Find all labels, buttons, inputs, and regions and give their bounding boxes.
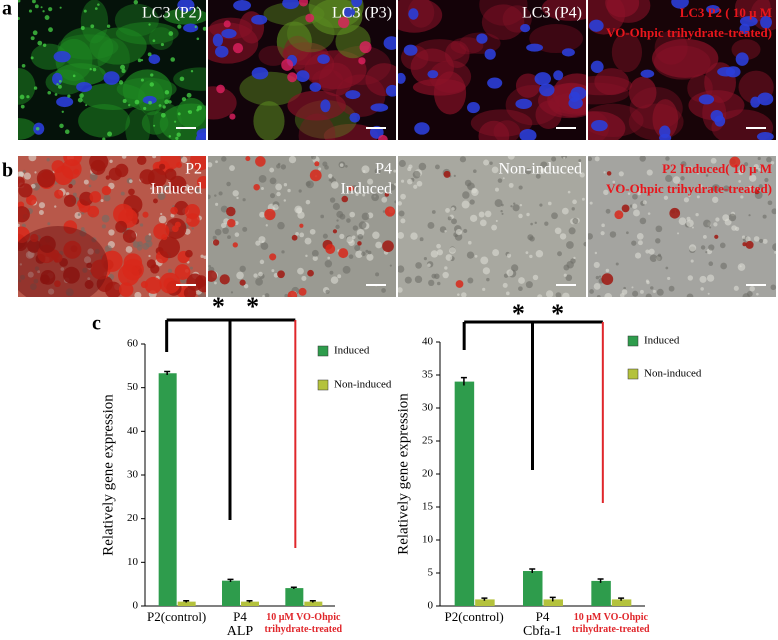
y-tick-label: 25 [422, 435, 434, 447]
image-caption: Non-induced [498, 161, 582, 178]
image-caption: P2 [185, 161, 202, 178]
error-bar [618, 597, 625, 601]
legend-swatch [627, 368, 639, 380]
legend-label: Non-induced [644, 368, 702, 380]
micrograph [18, 0, 206, 140]
error-bar [460, 376, 467, 386]
image-caption: Induced [150, 181, 202, 198]
micrograph [588, 0, 776, 140]
x-axis-label: ALP [227, 624, 254, 639]
x-tick-label: P2(control) [445, 609, 504, 624]
bar [591, 580, 611, 606]
y-axis-label: Relatively gene expression [100, 394, 116, 556]
legend-label: Non-induced [334, 379, 392, 391]
x-tick-label: P2(control) [147, 609, 206, 624]
error-bar [529, 568, 536, 573]
y-tick-label: 10 [127, 556, 139, 568]
error-bar [309, 600, 316, 603]
bar [523, 571, 543, 606]
y-tick-label: 20 [422, 468, 434, 480]
bar [177, 601, 196, 606]
micrograph [208, 156, 396, 297]
bar [543, 599, 563, 606]
panel-label: a [2, 0, 12, 20]
error-bar [246, 600, 253, 603]
bar [222, 580, 240, 606]
y-tick-label: 0 [133, 600, 139, 612]
bar [304, 601, 323, 606]
y-tick-label: 40 [422, 336, 434, 348]
legend-swatch [317, 345, 329, 357]
image-caption: P2 Induced( 10 μ M [662, 161, 772, 176]
panel-label: b [2, 160, 13, 182]
significance: * [246, 292, 259, 321]
y-tick-label: 60 [127, 338, 139, 350]
bar [285, 588, 304, 606]
legend-label: Induced [644, 335, 680, 347]
image-caption: LC3 (P2) [142, 5, 202, 22]
legend-swatch [317, 379, 329, 391]
y-tick-label: 30 [422, 402, 434, 414]
error-bar [549, 596, 556, 602]
micrograph [398, 0, 586, 140]
micrograph [18, 156, 206, 297]
y-tick-label: 10 [422, 534, 434, 546]
x-tick-label: 10 μM VO-Ohpic trihydrate-treated [572, 612, 650, 635]
y-tick-label: 35 [422, 369, 434, 381]
bar [158, 373, 177, 606]
y-tick-label: 50 [127, 381, 139, 393]
image-caption: LC3 P2 ( 10 μ M [680, 5, 772, 20]
bar [454, 381, 475, 606]
error-bar [164, 370, 171, 376]
x-tick-label: 10 μM VO-Ohpic trihydrate-treated [265, 612, 343, 635]
significance: * [212, 292, 225, 321]
legend-label: Induced [334, 345, 370, 357]
image-caption: VO-Ohpic trihydrate-treated) [606, 181, 772, 196]
image-caption: P4 [375, 161, 392, 178]
y-tick-label: 15 [422, 501, 434, 513]
image-caption: VO-Ohpic trihydrate-treated) [606, 25, 772, 40]
y-tick-label: 0 [428, 600, 434, 612]
bar [611, 599, 632, 606]
image-caption: LC3 (P3) [332, 5, 392, 22]
x-tick-label: P4 [233, 609, 247, 624]
micrograph [398, 156, 586, 297]
error-bar [183, 600, 190, 603]
error-bar [481, 597, 488, 601]
significance: * [551, 299, 564, 328]
y-tick-label: 30 [127, 469, 139, 481]
x-axis-label: Cbfa-1 [523, 624, 562, 639]
significance: * [512, 299, 525, 328]
image-caption: LC3 (P4) [522, 5, 582, 22]
bar [241, 601, 259, 606]
y-tick-label: 20 [127, 512, 139, 524]
micrograph [588, 156, 776, 297]
error-bar [290, 586, 297, 589]
x-tick-label: P4 [536, 609, 550, 624]
image-caption: Induced [340, 181, 392, 198]
y-axis-label: Relatively gene expression [395, 393, 411, 555]
micrograph [208, 0, 396, 140]
y-tick-label: 40 [127, 425, 139, 437]
y-tick-label: 5 [428, 567, 434, 579]
bar [475, 599, 495, 606]
error-bar [227, 578, 234, 582]
error-bar [597, 578, 604, 583]
panel-label: c [92, 313, 101, 335]
legend-swatch [627, 335, 639, 347]
